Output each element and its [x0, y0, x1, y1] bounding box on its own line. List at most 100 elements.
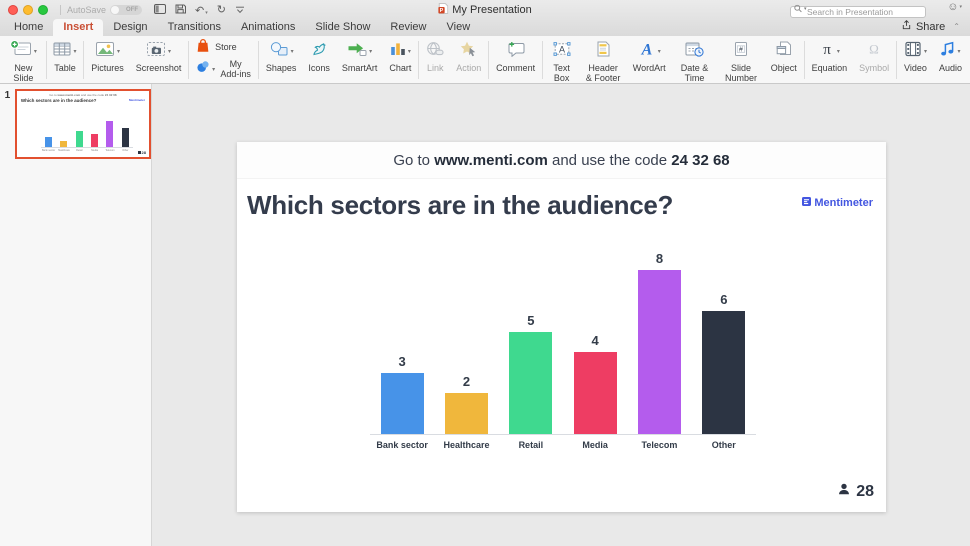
icon-row: [507, 40, 525, 62]
ribbon-object-button[interactable]: Object: [765, 39, 803, 74]
ribbon-button-label: Link: [426, 63, 444, 73]
dropdown-caret-icon[interactable]: ▾: [168, 48, 172, 55]
ribbon-chart-button[interactable]: ▾ Chart: [383, 39, 417, 74]
tab-view[interactable]: View: [446, 21, 471, 33]
tab-insert[interactable]: Insert: [53, 19, 104, 36]
dropdown-caret-icon[interactable]: ▾: [117, 48, 121, 55]
document-title-area: P My Presentation: [438, 3, 532, 17]
chart-category-label: Media: [582, 440, 608, 450]
ribbon-comment-button[interactable]: Comment: [490, 39, 541, 74]
tab-review[interactable]: Review: [390, 21, 427, 33]
dropdown-caret-icon[interactable]: ▾: [957, 48, 961, 55]
redo-icon[interactable]: ↻: [216, 3, 226, 16]
quick-access-toolbar: ↶▾ ↻: [154, 1, 245, 19]
ribbon-wordart-button[interactable]: A ▾ WordArt: [627, 39, 672, 74]
search-scope-caret-icon: ▾: [804, 5, 807, 12]
chart-column: 6: [692, 292, 756, 434]
icon-row: ▾: [940, 40, 960, 62]
store-icon: [196, 38, 210, 58]
ribbon-button-label: Table: [54, 63, 76, 73]
dropdown-caret-icon[interactable]: ▾: [290, 48, 294, 55]
thumb-header: Which sectors are in the audience? Menti…: [17, 97, 149, 103]
dropdown-caret-icon[interactable]: ▾: [212, 66, 216, 73]
dropdown-caret-icon[interactable]: ▾: [369, 48, 373, 55]
ribbon-group: ▾ Pictures ▾ Screenshot: [85, 39, 187, 81]
ribbon-tabs: Home Insert Design Transitions Animations Sli…: [4, 19, 480, 36]
ribbon-video-button[interactable]: ▾ Video: [898, 39, 933, 74]
ribbon-my-add-ins-button[interactable]: ▾ My Add-ins: [194, 59, 253, 80]
zoom-window-button[interactable]: [38, 5, 48, 15]
undo-icon: ↶: [195, 5, 205, 17]
ribbon-new-slide-button[interactable]: ▾ New Slide: [2, 39, 45, 85]
ribbon-smartart-button[interactable]: ▾ SmartArt: [336, 39, 384, 74]
ribbon-header-footer-button[interactable]: Header & Footer: [579, 39, 626, 85]
svg-text:Ω: Ω: [869, 41, 879, 56]
chart-column: [56, 140, 71, 147]
ribbon-text-box-button[interactable]: A Text Box: [544, 39, 580, 85]
participants-counter: 28: [837, 482, 874, 501]
ribbon-store-button[interactable]: Store: [194, 38, 239, 58]
dropdown-caret-icon[interactable]: ▾: [923, 48, 927, 55]
link-icon: [426, 41, 444, 62]
chart-plot-area: [40, 117, 133, 148]
customize-toolbar-icon[interactable]: [235, 1, 245, 19]
ribbon-date-time-button[interactable]: Date & Time: [672, 39, 718, 85]
chart-category-label: Healthcare: [57, 149, 70, 152]
sidebar-icon[interactable]: [154, 1, 167, 19]
minimize-window-button[interactable]: [23, 5, 33, 15]
save-icon[interactable]: [175, 1, 187, 19]
autosave-label: AutoSave: [67, 5, 107, 15]
search-input[interactable]: [790, 6, 926, 18]
tab-slide-show[interactable]: Slide Show: [315, 21, 371, 33]
svg-text:A: A: [559, 44, 565, 54]
dropdown-caret-icon[interactable]: ▾: [33, 48, 37, 55]
chart-column: 2: [434, 374, 498, 434]
ribbon-shapes-button[interactable]: ▾ Shapes: [260, 39, 303, 74]
svg-text:A: A: [640, 41, 652, 57]
chart-category-label: Media: [91, 149, 99, 152]
person-icon: [837, 482, 851, 501]
undo-button[interactable]: ↶▾: [195, 1, 208, 19]
ribbon-group-divider: [83, 41, 85, 79]
slide-1-thumbnail[interactable]: Go to www.menti.com and use the code 24 …: [14, 89, 151, 159]
slide-1[interactable]: Go to www.menti.com and use the code 24 …: [237, 142, 886, 512]
dropdown-caret-icon[interactable]: ▾: [836, 48, 840, 55]
smartart-icon: [347, 41, 367, 62]
tab-design[interactable]: Design: [113, 21, 148, 33]
ribbon-group: ▾ Video ▾ Audio: [898, 39, 968, 81]
ribbon-table-button[interactable]: ▾ Table: [47, 39, 82, 74]
icon-row: [460, 40, 478, 62]
titlebar-divider: [60, 5, 61, 15]
chart-column: 8: [627, 251, 691, 434]
ribbon-equation-button[interactable]: π ▾ Equation: [806, 39, 854, 74]
ribbon-screenshot-button[interactable]: ▾ Screenshot: [130, 39, 188, 74]
ribbon-pictures-button[interactable]: ▾ Pictures: [85, 39, 130, 74]
ribbon-group-divider: [188, 41, 190, 79]
ribbon-symbol-button: Ω Symbol: [853, 39, 895, 74]
audience-bar-chart: 3 2 5 4 8 6 Bank sector Healthcare Retail Media Te…: [370, 249, 756, 450]
collapse-ribbon-icon[interactable]: ⌃: [953, 22, 960, 31]
goto-prefix: Go to: [393, 151, 435, 169]
icon-row: ▾: [146, 40, 171, 62]
dropdown-caret-icon[interactable]: ▾: [73, 48, 77, 55]
ribbon-audio-button[interactable]: ▾ Audio: [933, 39, 968, 74]
dropdown-caret-icon[interactable]: ▾: [407, 48, 411, 55]
tab-animations[interactable]: Animations: [240, 21, 296, 33]
powerpoint-doc-icon: P: [438, 3, 449, 17]
tab-home[interactable]: Home: [14, 21, 44, 33]
autosave-toggle[interactable]: AutoSave OFF: [67, 5, 143, 15]
wordart-icon: A: [638, 41, 656, 62]
ribbon-group-divider: [45, 41, 47, 79]
ribbon-slide-number-button[interactable]: # Slide Number: [717, 39, 764, 85]
share-button[interactable]: Share ⌃: [901, 19, 960, 34]
svg-text:π: π: [823, 42, 831, 57]
bar-telecom: [106, 121, 114, 147]
icon-row: #: [734, 40, 748, 62]
feedback-button[interactable]: ☺ ▾: [947, 1, 962, 13]
ribbon-icons-button[interactable]: Icons: [302, 39, 336, 74]
dropdown-caret-icon[interactable]: ▾: [657, 48, 661, 55]
tab-transitions[interactable]: Transitions: [167, 21, 221, 33]
close-window-button[interactable]: [8, 5, 18, 15]
insert-ribbon: ▾ New Slide ▾ Table ▾ Pictures ▾ Screenshot Stor…: [0, 36, 970, 84]
